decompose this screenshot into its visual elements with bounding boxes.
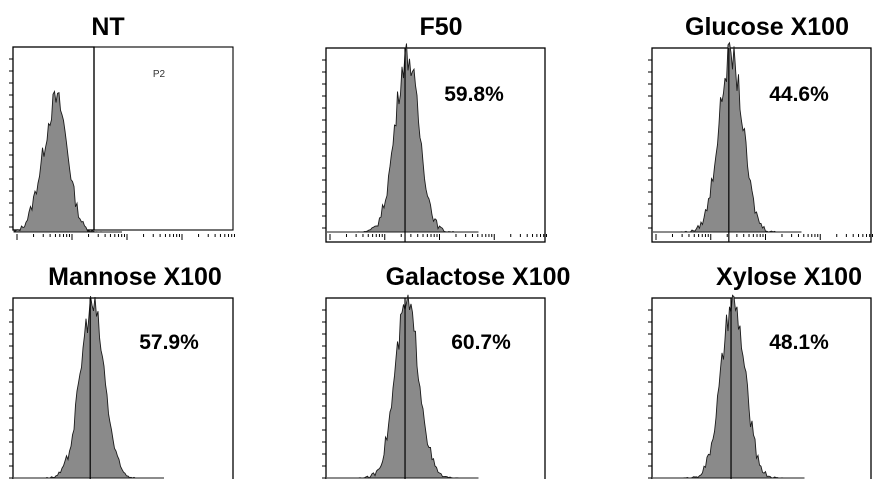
histogram-fill <box>653 41 802 233</box>
panel-f50: F50 59.8% <box>322 13 547 243</box>
plot-frame <box>12 297 234 479</box>
percent-label: 44.6% <box>769 83 829 106</box>
panel-title: Mannose X100 <box>48 263 222 291</box>
panel-title: Xylose X100 <box>716 263 862 291</box>
histogram-fill <box>13 89 122 233</box>
panel-title: NT <box>91 13 124 41</box>
panel-glucose: Glucose X100 44.6% <box>648 13 873 243</box>
panel-title: Galactose X100 <box>386 263 571 291</box>
plot-frame <box>651 47 872 243</box>
plot-frame <box>325 297 546 479</box>
gate-box <box>93 46 234 231</box>
percent-label: 48.1% <box>769 331 829 354</box>
histogram-fill <box>14 296 164 479</box>
histogram-fill <box>653 294 805 479</box>
panel-galactose: Galactose X100 60.7% <box>322 263 570 479</box>
histogram-fill <box>327 43 479 233</box>
histogram-fill <box>327 294 479 479</box>
panel-nt: NT P2 <box>9 13 235 240</box>
percent-label: 59.8% <box>444 83 504 106</box>
percent-label: 57.9% <box>139 331 199 354</box>
plot-frame <box>325 47 546 243</box>
percent-label: 60.7% <box>451 331 511 354</box>
gate-label: P2 <box>153 69 166 80</box>
panel-title: Glucose X100 <box>685 13 849 41</box>
panel-title: F50 <box>419 13 462 41</box>
panel-xylose: Xylose X100 48.1% <box>648 263 872 479</box>
plot-frame <box>651 297 872 479</box>
panel-mannose: Mannose X100 57.9% <box>9 263 234 479</box>
